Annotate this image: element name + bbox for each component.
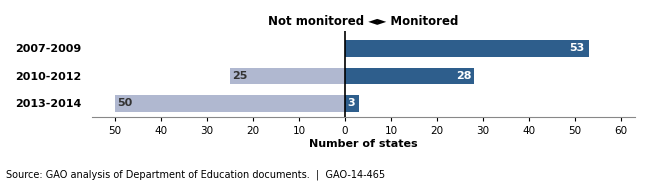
Text: 3: 3 — [347, 98, 355, 108]
Text: 50: 50 — [117, 98, 133, 108]
Text: Source: GAO analysis of Department of Education documents.  |  GAO-14-465: Source: GAO analysis of Department of Ed… — [6, 170, 385, 180]
Text: 53: 53 — [569, 43, 584, 53]
Bar — [345, 95, 359, 112]
Bar — [345, 68, 474, 84]
Text: 28: 28 — [456, 71, 472, 81]
X-axis label: Number of states: Number of states — [309, 139, 418, 149]
Bar — [345, 40, 589, 57]
Text: 25: 25 — [232, 71, 248, 81]
Bar — [230, 68, 345, 84]
Bar — [115, 95, 345, 112]
Title: Not monitored ◄► Monitored: Not monitored ◄► Monitored — [268, 15, 459, 28]
